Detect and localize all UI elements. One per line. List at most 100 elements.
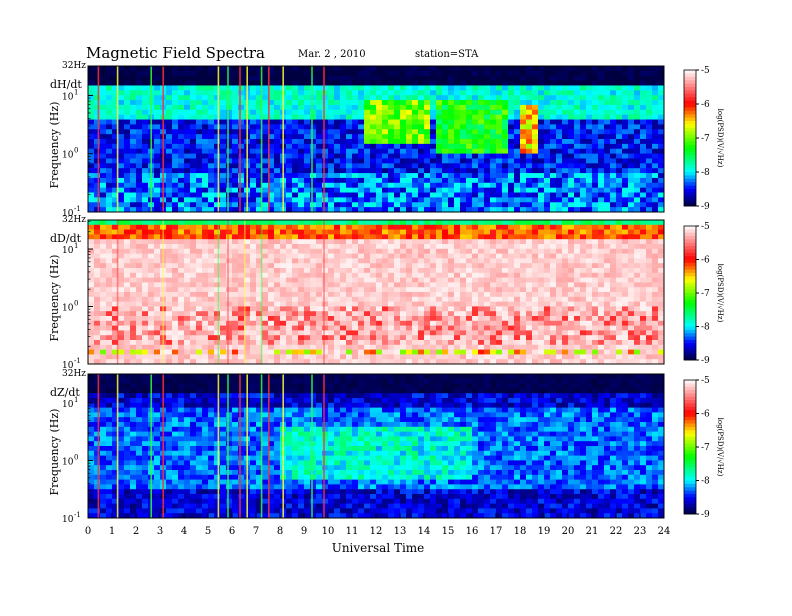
heatmap-cell bbox=[424, 239, 430, 244]
heatmap-cell bbox=[544, 197, 550, 202]
heatmap-cell bbox=[118, 71, 124, 76]
heatmap-cell bbox=[346, 158, 352, 163]
heatmap-cell bbox=[364, 66, 370, 71]
heatmap-cell bbox=[616, 120, 622, 125]
heatmap-cell bbox=[574, 66, 580, 71]
heatmap-cell bbox=[436, 158, 442, 163]
heatmap-cell bbox=[328, 188, 334, 193]
heatmap-cell bbox=[352, 124, 358, 129]
heatmap-cell bbox=[658, 168, 664, 173]
heatmap-cell bbox=[286, 278, 292, 283]
heatmap-cell bbox=[130, 90, 136, 95]
heatmap-cell bbox=[106, 95, 112, 100]
heatmap-cell bbox=[94, 287, 100, 292]
heatmap-cell bbox=[394, 268, 400, 273]
heatmap-cell bbox=[418, 225, 424, 230]
heatmap-cell bbox=[352, 134, 358, 139]
heatmap-cell bbox=[364, 350, 370, 355]
heatmap-cell bbox=[208, 239, 214, 244]
heatmap-cell bbox=[304, 144, 310, 149]
heatmap-cell bbox=[298, 345, 304, 350]
heatmap-cell bbox=[190, 173, 196, 178]
heatmap-cell bbox=[460, 188, 466, 193]
heatmap-cell bbox=[406, 234, 412, 239]
heatmap-cell bbox=[184, 144, 190, 149]
heatmap-cell bbox=[472, 105, 478, 110]
heatmap-cell bbox=[622, 105, 628, 110]
heatmap-cell bbox=[298, 263, 304, 268]
heatmap-cell bbox=[490, 168, 496, 173]
heatmap-cell bbox=[526, 149, 532, 154]
heatmap-cell bbox=[358, 321, 364, 326]
heatmap-cell bbox=[142, 254, 148, 259]
heatmap-cell bbox=[226, 105, 232, 110]
heatmap-cell bbox=[514, 76, 520, 81]
heatmap-cell bbox=[172, 278, 178, 283]
heatmap-cell bbox=[304, 178, 310, 183]
heatmap-cell bbox=[310, 306, 316, 311]
heatmap-cell bbox=[166, 110, 172, 115]
heatmap-cell bbox=[604, 197, 610, 202]
heatmap-cell bbox=[250, 282, 256, 287]
heatmap-cell bbox=[286, 326, 292, 331]
heatmap-cell bbox=[562, 197, 568, 202]
heatmap-cell bbox=[406, 100, 412, 105]
heatmap-cell bbox=[334, 282, 340, 287]
heatmap-cell bbox=[100, 292, 106, 297]
heatmap-cell bbox=[322, 154, 328, 159]
heatmap-cell bbox=[550, 202, 556, 207]
heatmap-cell bbox=[454, 249, 460, 254]
heatmap-cell bbox=[604, 202, 610, 207]
heatmap-cell bbox=[118, 100, 124, 105]
heatmap-cell bbox=[184, 282, 190, 287]
heatmap-cell bbox=[424, 90, 430, 95]
heatmap-cell bbox=[388, 202, 394, 207]
colorbar-swatch bbox=[684, 124, 696, 128]
heatmap-cell bbox=[406, 115, 412, 120]
heatmap-cell bbox=[472, 239, 478, 244]
heatmap-cell bbox=[328, 163, 334, 168]
heatmap-cell bbox=[262, 163, 268, 168]
heatmap-cell bbox=[460, 163, 466, 168]
heatmap-cell bbox=[388, 90, 394, 95]
heatmap-cell bbox=[100, 254, 106, 259]
heatmap-cell bbox=[484, 183, 490, 188]
heatmap-cell bbox=[490, 85, 496, 90]
heatmap-cell bbox=[118, 335, 124, 340]
heatmap-cell bbox=[334, 202, 340, 207]
heatmap-cell bbox=[232, 340, 238, 345]
heatmap-cell bbox=[382, 120, 388, 125]
heatmap-cell bbox=[364, 340, 370, 345]
heatmap-cell bbox=[166, 234, 172, 239]
heatmap-cell bbox=[334, 345, 340, 350]
heatmap-cell bbox=[124, 158, 130, 163]
heatmap-cell bbox=[232, 297, 238, 302]
heatmap-cell bbox=[124, 287, 130, 292]
heatmap-cell bbox=[538, 110, 544, 115]
heatmap-cell bbox=[118, 81, 124, 86]
heatmap-cell bbox=[100, 350, 106, 355]
heatmap-cell bbox=[262, 115, 268, 120]
heatmap-cell bbox=[190, 134, 196, 139]
heatmap-cell bbox=[634, 100, 640, 105]
heatmap-cell bbox=[106, 282, 112, 287]
heatmap-cell bbox=[472, 120, 478, 125]
heatmap-cell bbox=[448, 354, 454, 359]
heatmap-cell bbox=[334, 292, 340, 297]
heatmap-cell bbox=[550, 134, 556, 139]
heatmap-cell bbox=[274, 306, 280, 311]
heatmap-cell bbox=[424, 197, 430, 202]
heatmap-cell bbox=[196, 350, 202, 355]
heatmap-cell bbox=[118, 76, 124, 81]
heatmap-cell bbox=[190, 316, 196, 321]
heatmap-cell bbox=[196, 178, 202, 183]
heatmap-cell bbox=[208, 197, 214, 202]
heatmap-cell bbox=[208, 282, 214, 287]
heatmap-cell bbox=[106, 326, 112, 331]
heatmap-cell bbox=[118, 110, 124, 115]
heatmap-cell bbox=[634, 71, 640, 76]
heatmap-cell bbox=[346, 81, 352, 86]
heatmap-cell bbox=[250, 81, 256, 86]
heatmap-cell bbox=[88, 168, 94, 173]
heatmap-cell bbox=[460, 197, 466, 202]
